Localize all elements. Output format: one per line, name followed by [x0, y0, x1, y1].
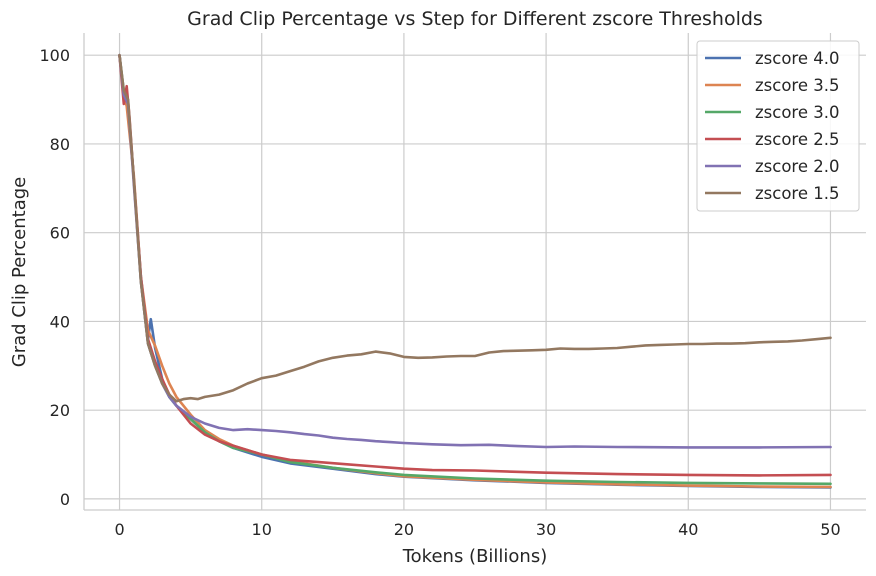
y-tick-label: 60 — [50, 224, 70, 243]
x-tick-label: 20 — [394, 520, 414, 539]
series-lines — [118, 53, 832, 489]
x-axis-label: Tokens (Billions) — [402, 546, 548, 567]
y-tick-label: 0 — [60, 490, 70, 509]
y-tick-label: 100 — [39, 46, 70, 65]
legend-label: zscore 2.5 — [755, 130, 839, 149]
series-line-6 — [118, 53, 832, 403]
y-axis-label: Grad Clip Percentage — [9, 177, 30, 368]
legend: zscore 4.0 zscore 3.5 zscore 3.0 zscore 2.5… — [696, 40, 860, 212]
legend-label: zscore 3.5 — [755, 76, 839, 95]
legend-label: zscore 3.0 — [755, 103, 839, 122]
legend-box — [696, 40, 860, 212]
legend-label: zscore 2.0 — [755, 157, 839, 176]
legend-label: zscore 4.0 — [755, 49, 839, 68]
tick-labels: 0 10 20 30 40 50 0 20 40 60 80 100 — [39, 46, 840, 539]
y-tick-label: 40 — [50, 312, 70, 331]
chart-title: Grad Clip Percentage vs Step for Differe… — [187, 8, 763, 30]
y-tick-label: 80 — [50, 135, 70, 154]
legend-label: zscore 1.5 — [755, 184, 839, 203]
x-tick-label: 50 — [820, 520, 840, 539]
x-tick-label: 10 — [252, 520, 272, 539]
y-tick-label: 20 — [50, 401, 70, 420]
x-tick-label: 0 — [114, 520, 124, 539]
axes — [83, 33, 866, 511]
x-tick-label: 30 — [536, 520, 556, 539]
x-tick-label: 40 — [678, 520, 698, 539]
